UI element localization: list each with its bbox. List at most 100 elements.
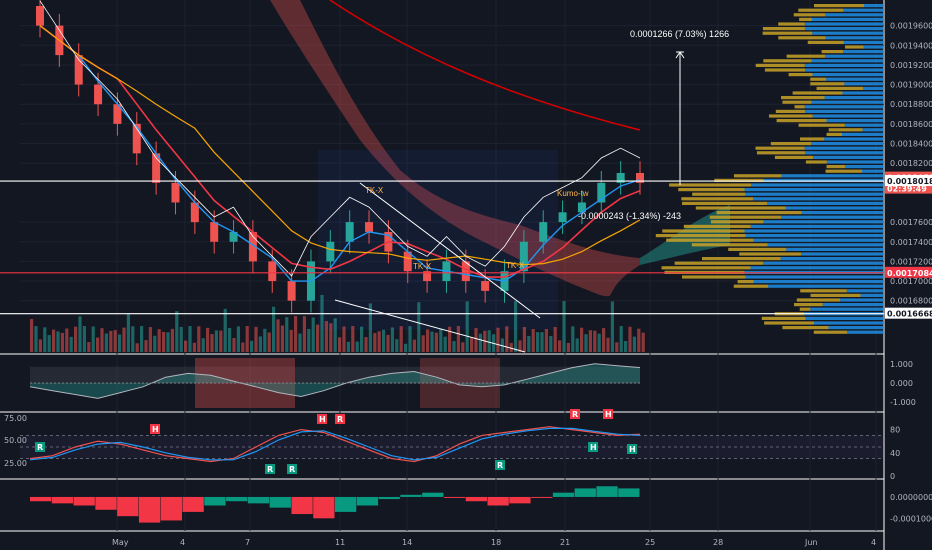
vp-bar-gold (764, 321, 815, 325)
vp-bar-blue (811, 59, 884, 63)
volume-bar (514, 301, 518, 352)
volume-bar (78, 316, 82, 352)
vp-bar-blue (745, 275, 884, 279)
volume-bar (399, 326, 403, 352)
time-axis-tick: Jun (804, 538, 818, 547)
volume-bar (338, 337, 342, 352)
vp-bar-blue (804, 146, 884, 150)
vp-bar-gold (792, 91, 843, 95)
rsi-marker-r: R (572, 410, 578, 419)
volume-bar (206, 327, 210, 352)
price-axis[interactable]: 0.0019600 0.0019400 0.0019200 0.0019000 0.00… (890, 22, 932, 524)
hist-bar (443, 496, 466, 498)
rsi-marker-bg (287, 464, 297, 474)
hist-bar (335, 496, 357, 512)
volume-bar (285, 317, 289, 352)
vp-bar-blue (810, 307, 884, 311)
volume-bar (135, 343, 139, 352)
vp-bar-blue (767, 201, 884, 205)
time-axis-tick: 4 (871, 538, 876, 547)
vp-bar-gold (762, 31, 813, 35)
volume-bar (100, 328, 104, 352)
vp-bar-gold (691, 243, 768, 247)
vp-bar-blue (812, 155, 884, 159)
time-axis[interactable]: May 4 7 11 14 18 21 25 28 Jun 4 (112, 538, 876, 547)
vp-bar-blue (814, 321, 884, 325)
price-axis-tick: 0.0019000 (890, 81, 932, 90)
vp-bar-gold (776, 119, 827, 123)
vp-bar-blue (804, 22, 884, 26)
volume-bar (96, 337, 100, 352)
vp-bar-gold (716, 211, 802, 215)
candle-body (268, 261, 277, 282)
candle-body (229, 231, 238, 242)
rsi-line (29, 427, 641, 461)
vp-bar-gold (793, 13, 826, 17)
rsi-marker-bg (35, 442, 45, 452)
volume-bar (566, 343, 570, 352)
volume-bar (52, 329, 56, 352)
rsi-marker-h: H (319, 415, 326, 424)
vp-bar-gold (816, 86, 863, 90)
vp-bar-blue (812, 73, 884, 77)
volume-bar (65, 328, 69, 352)
volume-bar (263, 328, 267, 352)
volume-bar (320, 294, 324, 352)
vp-bar-blue (805, 316, 884, 320)
volume-bar (316, 324, 320, 352)
volume-bar (342, 326, 346, 352)
volume-bar (298, 333, 302, 352)
vp-bar-gold (662, 229, 745, 233)
time-axis-tick: 18 (491, 538, 501, 547)
volume-bar (280, 325, 284, 352)
vp-bar-gold (692, 192, 746, 196)
vp-bar-blue (844, 82, 884, 86)
volume-bar (474, 328, 478, 352)
candle-body (616, 173, 625, 183)
moving-averages (39, 0, 641, 282)
volume-bar (258, 336, 262, 352)
volume-bar (386, 334, 390, 352)
volume-bar (439, 328, 443, 352)
vp-bar-blue (826, 160, 884, 164)
volume-bar (377, 331, 381, 352)
volume-bar (346, 341, 350, 352)
vp-bar-gold (733, 284, 769, 288)
volume-bar (307, 328, 311, 352)
vp-bar-gold (661, 266, 751, 270)
vp-bar-gold (786, 54, 825, 58)
vp-bar-gold (739, 252, 801, 256)
hist-bar (51, 496, 74, 504)
volume-bar (302, 316, 306, 352)
rsi-marker-bg (265, 464, 275, 474)
hist-bar (552, 492, 575, 497)
vp-bar-blue (825, 36, 884, 40)
vp-bar-gold (826, 132, 843, 136)
volume-bar (412, 339, 416, 352)
volume-bar (232, 338, 236, 352)
vp-bar-blue (780, 257, 884, 261)
rsi-marker-bg (627, 444, 637, 454)
vp-bar-blue (861, 169, 884, 173)
volume-bar (148, 327, 152, 352)
candle-body (248, 231, 257, 262)
rsi-marker-bg (495, 460, 505, 470)
volume-bar (250, 340, 254, 352)
volume-bar (131, 326, 135, 352)
rsi-left-tick: 50.00 (4, 436, 27, 445)
hist-bar (618, 488, 640, 497)
volume-bar (210, 334, 214, 352)
hist-bar (596, 486, 618, 497)
vp-bar-blue (826, 77, 884, 81)
volume-bar (144, 340, 148, 352)
volume-bar (219, 330, 223, 352)
time-axis-tick: 25 (645, 538, 655, 547)
candle-body (481, 281, 490, 291)
volume-bar (267, 332, 271, 352)
volume-bar (421, 335, 425, 352)
volume-bar (272, 306, 276, 352)
volume-bar (245, 326, 249, 352)
rsi-marker-r: R (337, 415, 343, 424)
volume-bar (417, 302, 421, 352)
